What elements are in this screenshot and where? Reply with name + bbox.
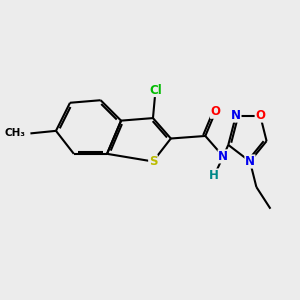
Text: S: S bbox=[149, 155, 157, 168]
Text: Cl: Cl bbox=[149, 83, 162, 97]
Text: H: H bbox=[209, 169, 219, 182]
Text: N: N bbox=[245, 155, 255, 168]
Text: CH₃: CH₃ bbox=[4, 128, 25, 138]
Text: N: N bbox=[218, 150, 228, 163]
Text: O: O bbox=[211, 105, 220, 118]
Text: O: O bbox=[255, 109, 265, 122]
Text: N: N bbox=[231, 109, 241, 122]
